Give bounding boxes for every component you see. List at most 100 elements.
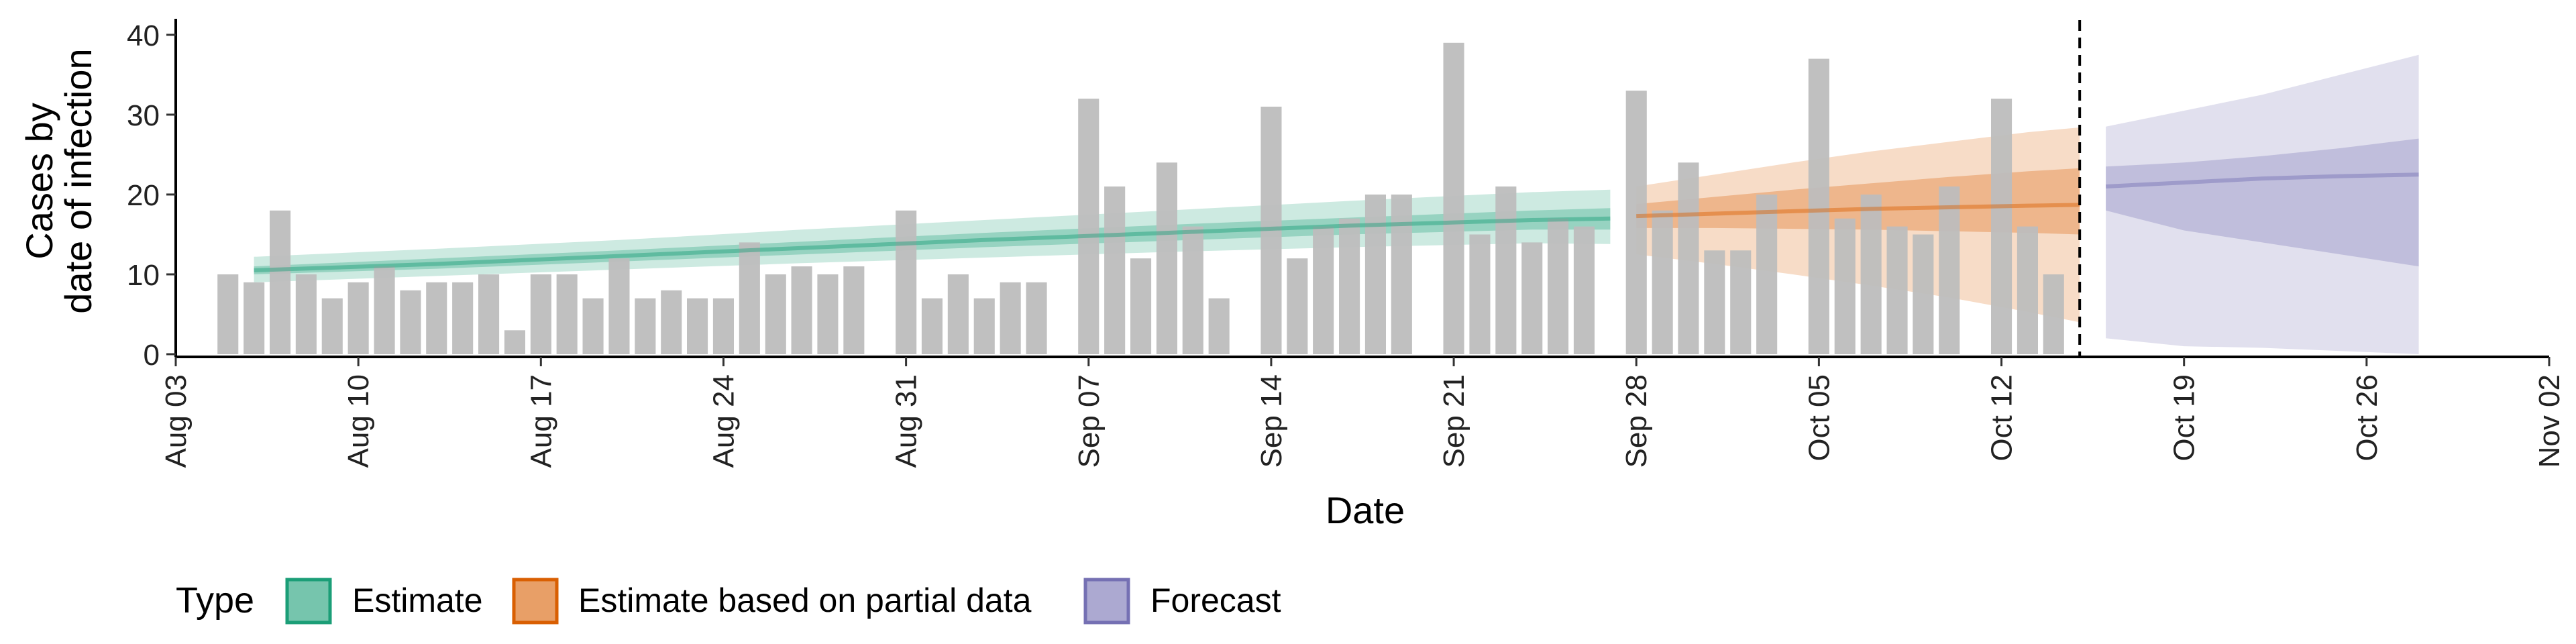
bar-2020-09-03 [973,298,995,354]
estimate-based-on-partial-data-outer-band [1636,127,2080,323]
bar-2020-08-12 [400,290,421,354]
bar-2020-08-20 [608,258,630,354]
estimate-based-on-partial-data-median-line [1636,203,2080,219]
x-tick-label-2020-09-14: Sep 14 [1255,374,1288,468]
bar-2020-08-10 [347,282,369,354]
bar-2020-09-11 [1182,226,1203,354]
bar-2020-09-17 [1339,218,1360,354]
bar-2020-09-04 [1000,282,1021,354]
legend-swatch-estimate [285,578,332,625]
y-tick-label-40: 40 [127,19,160,52]
estimate-median-line [254,216,1611,272]
bar-2020-10-03 [1756,195,1778,354]
legend-label-estimate: Estimate [352,582,483,619]
x-tick-label-2020-09-28: Sep 28 [1620,374,1653,468]
bar-2020-09-14 [1260,107,1282,354]
x-tick-label-2020-10-05: Oct 05 [1803,374,1835,462]
legend-label-forecast: Forecast [1150,582,1281,619]
bar-2020-10-08 [1886,226,1908,354]
forecast-median-line [2105,172,2419,189]
axes-layer: 0 10 20 30 40 Aug 03 Aug 10 Aug 17 Aug 24 Aug 31 S… [127,19,2566,468]
x-tick-label-2020-09-07: Sep 07 [1073,374,1106,468]
bar-2020-08-15 [478,274,500,354]
bar-2020-08-23 [687,298,708,354]
x-tick-label-2020-10-26: Oct 26 [2351,374,2383,462]
bar-2020-10-13 [2017,226,2038,354]
y-axis-title-line-2: date of infection [57,48,99,313]
bar-2020-09-12 [1208,298,1230,354]
x-tick-label-2020-11-02: Nov 02 [2533,374,2566,468]
bar-2020-08-27 [791,266,812,354]
x-tick-label-2020-10-19: Oct 19 [2168,374,2201,462]
bar-2020-09-16 [1313,226,1334,354]
bar-2020-09-08 [1104,186,1126,354]
bar-2020-08-25 [739,242,760,354]
bar-2020-08-08 [295,274,317,354]
bar-2020-08-18 [556,274,578,354]
bar-2020-08-09 [321,298,343,354]
bar-2020-08-13 [426,282,447,354]
bar-2020-10-10 [1939,186,1960,354]
legend-swatch-partial [512,578,559,625]
bar-2020-09-15 [1287,258,1308,354]
legend-title: Type [176,580,254,621]
bar-2020-09-24 [1521,242,1543,354]
bar-2020-09-29 [1652,210,1673,354]
bar-2020-08-17 [530,274,551,354]
bar-2020-08-28 [817,274,839,354]
bar-2020-09-10 [1156,162,1177,355]
y-tick-label-20: 20 [127,179,160,212]
x-tick-label-2020-08-17: Aug 17 [525,374,557,468]
bar-2020-09-22 [1469,234,1491,354]
bar-2020-08-05 [217,274,239,354]
forecast-outer-band [2106,54,2419,354]
median-layer [254,172,2419,272]
bar-2020-08-19 [582,298,604,354]
bar-2020-09-28 [1625,91,1647,354]
bar-2020-08-24 [712,298,734,354]
bar-2020-09-05 [1026,282,1047,354]
y-axis-title-line-1: Cases by [18,103,60,259]
legend: Type Estimate Estimate based on partial … [176,578,1281,625]
bar-2020-08-16 [504,330,525,354]
bar-2020-09-30 [1678,162,1699,355]
bar-2020-10-02 [1730,250,1752,354]
bar-2020-09-02 [947,274,969,354]
legend-swatch-forecast [1083,578,1130,625]
bar-2020-09-18 [1364,195,1386,354]
bar-2020-08-06 [244,282,265,354]
x-tick-label-2020-08-24: Aug 24 [707,374,740,468]
bar-2020-08-31 [896,210,917,354]
estimate-based-on-partial-data-inner-band [1636,168,2080,235]
y-tick-label-0: 0 [144,339,160,372]
x-axis-title: Date [1326,489,1405,531]
y-tick-label-10: 10 [127,259,160,292]
bar-2020-09-23 [1495,186,1517,354]
bar-2020-08-29 [843,266,865,354]
bar-2020-09-01 [921,298,943,354]
bar-2020-08-21 [635,298,656,354]
bar-2020-09-25 [1548,218,1569,354]
bar-2020-10-14 [2043,274,2064,354]
bar-2020-10-07 [1860,195,1882,354]
ribbon-layer [254,54,2419,354]
bar-2020-09-09 [1130,258,1152,354]
bar-2020-08-07 [270,210,291,354]
bar-2020-10-12 [1991,99,2012,354]
bars-layer [217,42,2064,355]
x-tick-label-2020-09-21: Sep 21 [1438,374,1470,468]
y-axis-title: Cases by date of infection [18,48,99,313]
x-tick-label-2020-08-31: Aug 31 [890,374,923,468]
x-tick-label-2020-08-03: Aug 03 [160,374,193,468]
bar-2020-09-26 [1573,226,1595,354]
bar-2020-10-06 [1834,218,1856,354]
x-tick-label-2020-10-12: Oct 12 [1986,374,2019,462]
bar-2020-10-05 [1808,58,1829,354]
legend-label-partial: Estimate based on partial data [578,582,1032,619]
bar-2020-09-21 [1443,42,1464,355]
x-tick-label-2020-08-10: Aug 10 [342,374,375,468]
bar-2020-10-01 [1704,250,1725,354]
bar-2020-10-09 [1913,234,1934,354]
y-tick-label-30: 30 [127,99,160,132]
